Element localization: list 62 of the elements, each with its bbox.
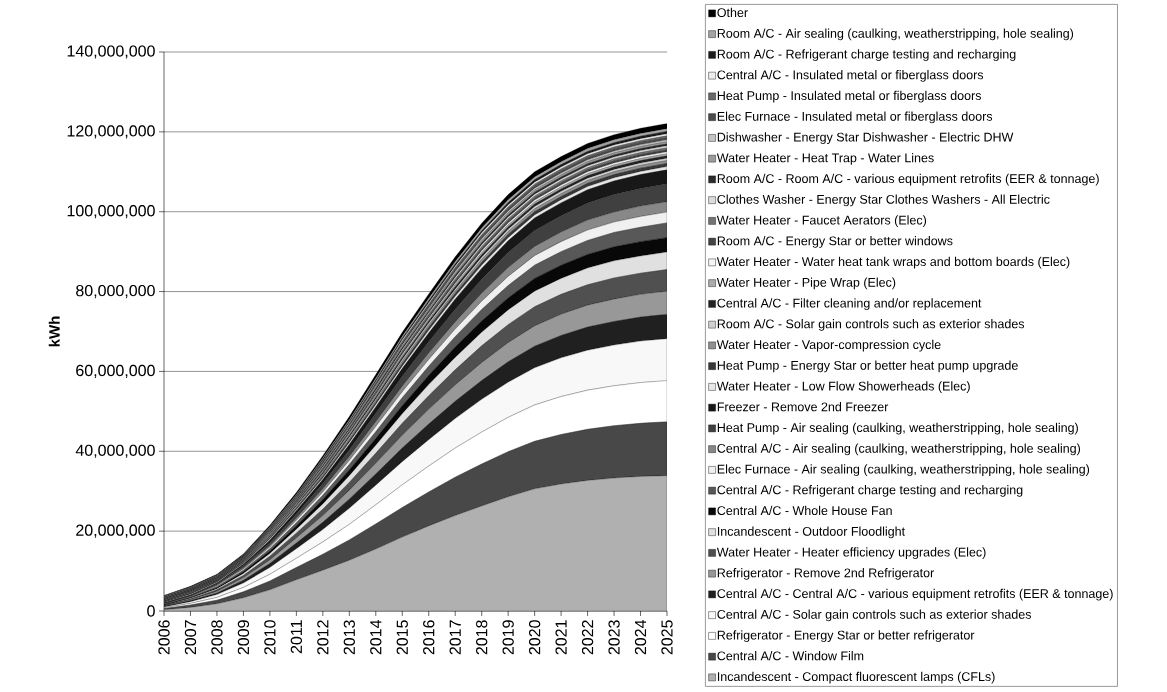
legend-label: Central A/C - Refrigerant charge testing and recharging: [717, 485, 1023, 497]
legend-label: Water Heater - Faucet Aerators (Elec): [716, 215, 927, 227]
legend-label: Central A/C - Insulated metal or fiberglass doors: [717, 70, 984, 82]
legend-label: Heat Pump - Energy Star or better heat pump upgrade: [717, 360, 1018, 373]
y-tick-label: 100,000,000: [67, 205, 155, 219]
legend-label: Heat Pump - Air sealing (caulking, weatherstripping, hole sealing): [717, 422, 1078, 435]
x-tick-label: 2014: [370, 620, 382, 655]
legend-label: Room A/C - Energy Star or better windows: [717, 236, 953, 248]
legend-label: Freezer - Remove 2nd Freezer: [717, 402, 889, 412]
x-tick-label: 2012: [317, 620, 329, 655]
x-tick-label: 2018: [476, 620, 488, 655]
legend-label: Water Heater - Low Flow Showerheads (Elec): [716, 381, 970, 393]
legend-label: Water Heater - Heater efficiency upgrades (Elec): [716, 547, 986, 559]
y-tick-label: 120,000,000: [67, 125, 155, 139]
legend-label: Central A/C - Air sealing (caulking, weatherstripping, hole sealing): [717, 443, 1081, 456]
legend-label: Room A/C - Solar gain controls such as exterior shades: [717, 319, 1025, 331]
y-axis-title: kWh: [48, 316, 60, 347]
x-tick-label: 2025: [661, 620, 673, 655]
x-tick-label: 2007: [184, 620, 197, 655]
legend-label: Water Heater - Vapor-compression cycle: [716, 339, 941, 352]
legend-label: Water Heater - Water heat tank wraps and bottom boards (Elec): [716, 256, 1070, 269]
x-tick-label: 2011: [290, 620, 303, 654]
x-tick-label: 2016: [423, 620, 435, 655]
legend-label: Water Heater - Pipe Wrap (Elec): [716, 277, 896, 290]
y-tick-label: 80,000,000: [76, 284, 155, 299]
legend-label: Room A/C - Air sealing (caulking, weatherstripping, hole sealing): [717, 28, 1074, 41]
x-tick-label: 2024: [634, 620, 647, 655]
legend-label: Other: [717, 7, 748, 18]
legend-label: Incandescent - Outdoor Floodlight: [717, 526, 905, 539]
legend-label: Dishwasher - Energy Star Dishwasher - Electric DHW: [717, 132, 1014, 144]
x-tick-label: 2017: [449, 620, 461, 655]
legend-label: Incandescent - Compact fluorescent lamps (CFLs): [717, 671, 995, 684]
x-tick-label: 2008: [211, 620, 223, 655]
legend-label: Room A/C - Room A/C - various equipment retrofits (EER & tonnage): [717, 173, 1099, 186]
legend-label: Heat Pump - Insulated metal or fiberglass doors: [717, 90, 982, 103]
y-tick-label: 20,000,000: [76, 524, 155, 538]
x-tick-label: 2009: [237, 620, 250, 655]
legend-label: Water Heater - Heat Trap - Water Lines: [716, 153, 934, 165]
y-tick-label: 140,000,000: [67, 45, 155, 59]
legend-label: Refrigerator - Energy Star or better refrigerator: [717, 630, 975, 642]
legend-label: Central A/C - Window Film: [717, 651, 864, 661]
legend-label: Central A/C - Central A/C - various equipment retrofits (EER & tonnage): [717, 588, 1113, 601]
legend-label: Room A/C - Refrigerant charge testing and recharging: [717, 49, 1016, 61]
y-tick-label: 40,000,000: [75, 444, 155, 458]
x-tick-label: 2006: [158, 620, 170, 655]
x-tick-label: 2022: [581, 620, 594, 655]
legend-label: Elec Furnace - Air sealing (caulking, weatherstripping, hole sealing): [717, 464, 1090, 476]
legend-label: Central A/C - Whole House Fan: [717, 505, 892, 516]
legend-label: Central A/C - Solar gain controls such as exterior shades: [717, 609, 1032, 622]
x-tick-label: 2019: [502, 620, 514, 655]
x-tick-label: 2021: [555, 620, 567, 655]
y-tick-label: 0: [147, 605, 155, 617]
x-tick-label: 2020: [528, 620, 541, 655]
x-tick-label: 2015: [396, 620, 408, 655]
legend-label: Elec Furnace - Insulated metal or fiberglass doors: [717, 111, 993, 124]
legend-label: Refrigerator - Remove 2nd Refrigerator: [717, 568, 934, 580]
x-tick-label: 2023: [608, 620, 620, 655]
y-tick-label: 60,000,000: [76, 364, 155, 379]
legend-label: Clothes Washer - Energy Star Clothes Washers - All Electric: [717, 194, 1050, 207]
legend-label: Central A/C - Filter cleaning and/or replacement: [717, 298, 982, 310]
x-tick-label: 2010: [264, 620, 276, 655]
x-tick-label: 2013: [343, 620, 355, 655]
